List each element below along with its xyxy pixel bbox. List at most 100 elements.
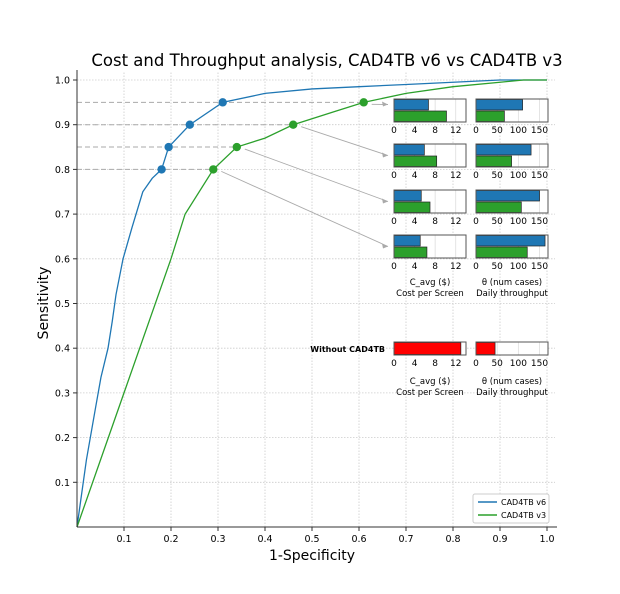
x-tick-label: 1.0 [539, 534, 554, 545]
inset-tick-label: 100 [510, 359, 527, 369]
inset-tick-label: 50 [491, 262, 503, 272]
throughput-inset-bar [475, 155, 512, 167]
cost-axis-label: C_avg ($) [410, 278, 451, 288]
x-tick-label: 0.5 [304, 534, 319, 545]
cost-inset-frame [393, 234, 467, 259]
roc-curve-v6 [76, 79, 547, 528]
inset-tick-label: 4 [412, 262, 418, 272]
inset-tick-label: 50 [491, 359, 503, 369]
inset-tick-label: 12 [450, 262, 461, 272]
cost-inset-frame [393, 189, 467, 214]
inset-tick-label: 50 [491, 126, 503, 136]
inset-tick-label: 8 [432, 171, 438, 181]
operating-point [209, 165, 218, 174]
baseline-throughput-inset-bar [475, 342, 496, 355]
inset-tick-label: 150 [531, 171, 548, 181]
legend-label-v6: CAD4TB v6 [501, 498, 546, 507]
inset-tick-label: 50 [491, 217, 503, 227]
y-tick-label: 0.8 [55, 165, 70, 176]
inset-tick-label: 0 [473, 359, 479, 369]
inset-tick-label: 100 [510, 217, 527, 227]
throughput-axis-sublabel: Daily throughput [476, 388, 548, 398]
inset-tick-label: 0 [391, 217, 397, 227]
cost-inset-bar [393, 99, 429, 111]
inset-tick-label: 12 [450, 171, 461, 181]
throughput-inset-bar [475, 201, 522, 213]
insets: 0 4 8 12 0 50 100 150 0 4 8 12 0 50 100 150 0 4 8 12 0 50 100 1… [221, 98, 549, 398]
inset-tick-label: 4 [412, 171, 418, 181]
legend: CAD4TB v6 CAD4TB v3 [472, 493, 550, 524]
inset-tick-label: 8 [432, 217, 438, 227]
cost-inset-frame [393, 143, 467, 168]
x-tick-label: 0.4 [257, 534, 272, 545]
cost-inset-bar [393, 110, 447, 122]
throughput-inset-bar [475, 144, 532, 156]
inset-tick-label: 100 [510, 126, 527, 136]
cost-inset-bar [393, 190, 422, 202]
arrow-head [382, 243, 388, 249]
inset-arrow [301, 126, 389, 156]
inset-tick-label: 150 [531, 126, 548, 136]
inset-tick-label: 0 [473, 217, 479, 227]
inset-arrow [221, 170, 389, 247]
inset-tick-label: 4 [412, 359, 418, 369]
x-tick-label: 0.3 [210, 534, 225, 545]
baseline-label: Without CAD4TB [310, 345, 385, 354]
inset-tick-label: 0 [391, 262, 397, 272]
throughput-inset-bar [475, 99, 523, 111]
y-tick-label: 0.6 [55, 254, 70, 265]
guide-lines [77, 101, 364, 170]
inset-tick-label: 0 [473, 126, 479, 136]
y-tick-label: 0.1 [55, 478, 70, 489]
cost-inset-bar [393, 235, 421, 247]
throughput-inset-frame [475, 98, 549, 123]
axes: 0.1 0.2 0.3 0.4 0.5 0.6 0.7 0.8 0.9 1.0 0.1 0.2 0.3 0… [55, 70, 557, 545]
y-tick-label: 1.0 [55, 76, 70, 87]
inset-tick-label: 12 [450, 359, 461, 369]
cost-axis-label: C_avg ($) [410, 377, 451, 387]
inset-tick-label: 8 [432, 126, 438, 136]
y-tick-label: 0.7 [55, 210, 70, 221]
cost-axis-sublabel: Cost per Screen [396, 289, 464, 299]
throughput-inset-frame [475, 189, 549, 214]
inset-tick-label: 12 [450, 126, 461, 136]
chart-title: Cost and Throughput analysis, CAD4TB v6 … [91, 51, 562, 70]
inset-tick-label: 0 [391, 359, 397, 369]
inset-tick-label: 0 [473, 171, 479, 181]
x-tick-label: 0.6 [351, 534, 366, 545]
baseline-cost-inset-bar [393, 342, 462, 355]
grid [77, 72, 555, 527]
arrow-head [382, 198, 388, 204]
x-tick-label: 0.8 [445, 534, 460, 545]
inset-tick-label: 12 [450, 217, 461, 227]
inset-tick-label: 0 [391, 126, 397, 136]
throughput-axis-label: θ (num cases) [482, 377, 542, 387]
inset-tick-label: 150 [531, 262, 548, 272]
baseline-throughput-inset-frame [475, 341, 549, 356]
throughput-inset-bar [475, 110, 505, 122]
x-axis-label: 1-Specificity [269, 548, 355, 564]
x-tick-label: 0.1 [116, 534, 131, 545]
throughput-axis-sublabel: Daily throughput [476, 289, 548, 299]
throughput-inset-bar [475, 246, 528, 258]
operating-point [232, 142, 241, 152]
cost-inset-bar [393, 201, 431, 213]
y-tick-label: 0.9 [55, 120, 70, 131]
cost-inset-frame [393, 98, 467, 123]
operating-point [164, 142, 173, 152]
inset-tick-label: 4 [412, 126, 418, 136]
x-tick-label: 0.7 [398, 534, 413, 545]
throughput-inset-bar [475, 190, 540, 202]
operating-point [157, 165, 166, 174]
throughput-axis-label: θ (num cases) [482, 278, 542, 288]
y-axis-label: Sensitivity [36, 267, 52, 340]
inset-tick-label: 8 [432, 359, 438, 369]
cost-inset-bar [393, 246, 428, 258]
x-tick-label: 0.2 [163, 534, 178, 545]
throughput-inset-frame [475, 143, 549, 168]
inset-tick-label: 8 [432, 262, 438, 272]
operating-point [359, 98, 368, 107]
inset-arrow [244, 148, 389, 202]
y-tick-label: 0.2 [55, 433, 70, 444]
cost-inset-bar [393, 155, 438, 167]
